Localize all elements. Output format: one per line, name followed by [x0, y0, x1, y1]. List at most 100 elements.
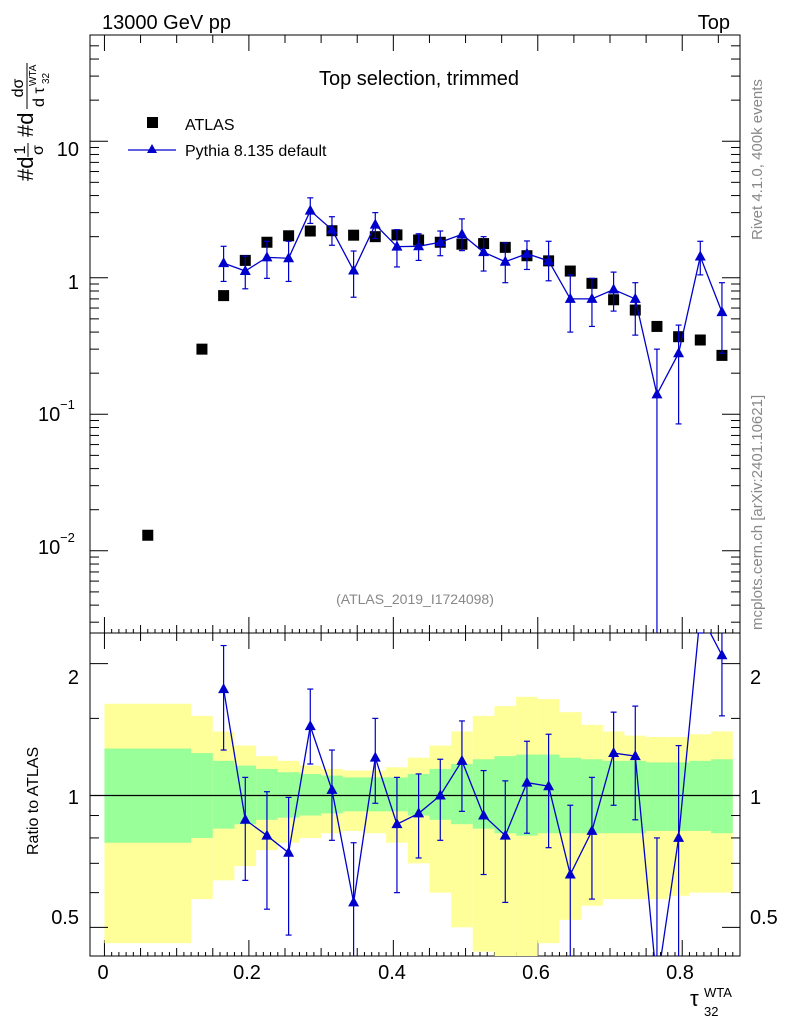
pythia-line	[223, 209, 723, 397]
xtick-label-0.4: 0.4	[378, 962, 406, 984]
ratio-ytick-label-1-left: 1	[68, 787, 79, 809]
y-label-d-prefix: #d	[13, 113, 38, 137]
ratio-point	[261, 829, 273, 840]
main-ytick-label-0.01: 10 −2	[38, 530, 75, 559]
pythia-point	[499, 255, 511, 266]
energy-label: 13000 GeV pp	[102, 12, 231, 34]
main-ytick-label-0.1-exp: −1	[60, 397, 75, 412]
ratio-point	[369, 751, 381, 762]
atlas-data-point	[651, 320, 663, 332]
atlas-data-point	[694, 334, 706, 346]
xtick-label-0.2: 0.2	[233, 962, 261, 984]
pythia-point	[283, 252, 295, 263]
ratio-point	[543, 780, 555, 791]
main-plot-layer	[90, 34, 740, 633]
ratio-point	[673, 831, 685, 842]
ratio-plot-layer	[90, 632, 740, 956]
ratio-point	[499, 829, 511, 840]
x-label-sub: 32	[704, 1004, 718, 1019]
process-label: Top	[698, 12, 730, 34]
ratio-band-inner	[711, 759, 733, 834]
main-ytick-label-0.1: 10 −1	[38, 397, 75, 426]
ratio-point	[413, 807, 425, 818]
y-label-den-sub: 32	[41, 72, 52, 84]
x-label-sup: WTA	[704, 985, 732, 1000]
pythia-point	[629, 292, 641, 303]
ratio-ytick-label-1-right: 1	[750, 787, 761, 809]
xtick-label-0.8: 0.8	[666, 962, 694, 984]
ratio-band-inner	[342, 777, 365, 812]
ratio-point	[283, 846, 295, 857]
ratio-ytick-label-2-left: 2	[68, 667, 79, 689]
ratio-ytick-label-2-right: 2	[750, 667, 761, 689]
atlas-data-point	[348, 229, 360, 241]
ratio-point	[716, 649, 728, 660]
pythia-point	[369, 218, 381, 229]
ratio-point	[391, 818, 403, 829]
pythia-point	[586, 292, 598, 303]
ratio-y-axis-label: Ratio to ATLAS	[25, 747, 42, 855]
analysis-id-label: (ATLAS_2019_I1724098)	[336, 591, 494, 607]
pythia-point	[348, 264, 360, 275]
pythia-point	[218, 257, 230, 268]
main-ytick-label-0.1-base: 10	[38, 404, 60, 426]
atlas-data-point	[283, 230, 295, 242]
ratio-point	[434, 789, 446, 800]
ratio-band-inner	[299, 773, 322, 816]
main-y-axis-label: #d 1 σ #d dσ d τ WTA 32	[10, 63, 52, 181]
pythia-point	[413, 240, 425, 251]
pythia-point	[651, 388, 663, 399]
rivet-version-label: Rivet 4.1.0, 400k events	[749, 79, 766, 240]
ratio-point	[348, 896, 360, 907]
atlas-data-point	[564, 265, 576, 277]
pythia-point	[673, 347, 685, 358]
pythia-point	[261, 251, 273, 262]
atlas-data-point	[218, 290, 230, 302]
ratio-point	[608, 747, 620, 758]
y-label-frac-den: σ	[30, 145, 47, 155]
ratio-band-inner	[646, 762, 668, 831]
x-axis-label: τ WTA 32	[690, 985, 732, 1019]
legend-pythia-marker	[147, 144, 157, 153]
atlas-data-point	[716, 349, 728, 361]
ratio-ytick-label-0.5-right: 0.5	[750, 907, 778, 929]
y-label-prefix: #d	[13, 157, 38, 181]
pythia-point	[694, 250, 706, 261]
main-ytick-label-1: 1	[68, 272, 79, 294]
pythia-point	[456, 228, 468, 239]
pythia-point	[521, 247, 533, 258]
ratio-point	[521, 776, 533, 787]
xtick-label-0.6: 0.6	[522, 962, 550, 984]
ratio-line	[222, 633, 723, 956]
y-label-den-sup: WTA	[28, 64, 39, 86]
pythia-point	[304, 204, 316, 215]
pythia-point	[326, 223, 338, 234]
legend-atlas-marker	[147, 117, 158, 128]
ratio-point	[456, 754, 468, 765]
plot-title: Top selection, trimmed	[319, 68, 519, 90]
legend-pythia-label: Pythia 8.135 default	[185, 143, 327, 160]
pythia-point	[564, 292, 576, 303]
pythia-point	[239, 265, 251, 276]
atlas-data-point	[196, 343, 208, 355]
xtick-label-0: 0	[97, 962, 108, 984]
main-ytick-label-10: 10	[57, 139, 79, 161]
ratio-point	[239, 813, 251, 824]
atlas-data-point	[304, 225, 316, 237]
y-label-num: dσ	[10, 78, 27, 97]
ratio-point	[218, 683, 230, 694]
y-label-den: d τ	[31, 87, 48, 107]
ratio-point	[629, 750, 641, 761]
legend-atlas-label: ATLAS	[185, 117, 235, 134]
ratio-point	[564, 868, 576, 879]
mcplots-source-label: mcplots.cern.ch [arXiv:2401.10621]	[749, 395, 766, 630]
ratio-point	[586, 824, 598, 835]
ratio-point	[304, 720, 316, 731]
ratio-band-inner	[212, 760, 235, 829]
pythia-point	[608, 283, 620, 294]
pythia-point	[478, 246, 490, 257]
ratio-point	[326, 783, 338, 794]
atlas-data-point	[142, 529, 154, 541]
main-ytick-label-0.01-exp: −2	[60, 530, 75, 545]
